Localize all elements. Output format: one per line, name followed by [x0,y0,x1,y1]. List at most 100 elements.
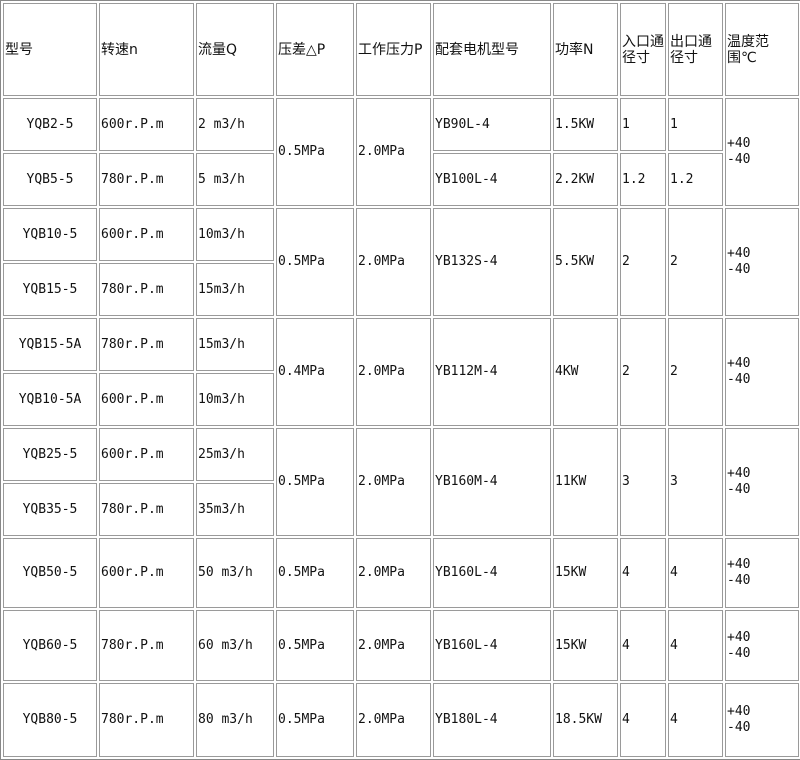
motor-model-cell: YB160L-4 [433,610,551,681]
flow-cell: 2 m3/h [196,98,274,151]
model-cell: YQB50-5 [3,538,97,608]
header-row: 型号 转速n 流量Q 压差△P 工作压力P 配套电机型号 功率N 入口通径寸 出口通径寸 温度范围… [3,3,799,96]
temp-range-cell: +40 -40 [725,208,799,316]
header-outlet-size: 出口通径寸 [668,3,723,96]
speed-cell: 600r.P.m [99,373,194,426]
table-row: YQB10-5 600r.P.m 10m3/h 0.5MPa 2.0MPa YB132S-… [3,208,799,316]
power-cell: 15KW [553,538,618,608]
model-cell: YQB25-5 [3,428,97,481]
work-pressure-cell: 2.0MPa [356,683,431,757]
pressure-diff-cell: 0.5MPa [276,610,354,681]
header-flow: 流量Q [196,3,274,96]
speed-cell: 780r.P.m [99,610,194,681]
table-row: YQB15-5A 780r.P.m 15m3/h 0.4MPa 2.0MPa YB112M… [3,318,799,426]
speed-cell: 780r.P.m [99,318,194,371]
work-pressure-cell: 2.0MPa [356,98,431,206]
header-speed: 转速n [99,3,194,96]
power-cell: 11KW [553,428,618,536]
outlet-size-cell: 4 [668,610,723,681]
speed-cell: 600r.P.m [99,98,194,151]
table-row: YQB35-5 780r.P.m 35m3/h [3,483,799,536]
outlet-size-cell: 2 [668,208,723,316]
motor-model-cell: YB160L-4 [433,538,551,608]
work-pressure-cell: 2.0MPa [356,208,431,316]
power-cell: 18.5KW [553,683,618,757]
header-temp-range: 温度范围℃ [725,3,799,96]
pressure-diff-cell: 0.5MPa [276,538,354,608]
motor-model-cell: YB90L-4 [433,98,551,151]
outlet-size-cell: 2 [668,318,723,426]
speed-cell: 780r.P.m [99,153,194,206]
header-pressure-diff: 压差△P [276,3,354,96]
outlet-size-cell: 1 [668,98,723,151]
pressure-diff-cell: 0.5MPa [276,208,354,316]
header-power: 功率N [553,3,618,96]
header-motor-model: 配套电机型号 [433,3,551,96]
flow-cell: 10m3/h [196,373,274,426]
flow-cell: 25m3/h [196,428,274,481]
motor-model-cell: YB180L-4 [433,683,551,757]
table-row: YQB60-5 780r.P.m 60 m3/h 0.5MPa 2.0MPa YB160L… [3,610,799,681]
header-work-pressure: 工作压力P [356,3,431,96]
flow-cell: 80 m3/h [196,683,274,757]
model-cell: YQB15-5A [3,318,97,371]
table-row: YQB80-5 780r.P.m 80 m3/h 0.5MPa 2.0MPa YB180L… [3,683,799,757]
temp-range-cell: +40 -40 [725,683,799,757]
table-row: YQB2-5 600r.P.m 2 m3/h 0.5MPa 2.0MPa YB90L-4 1… [3,98,799,206]
pressure-diff-cell: 0.5MPa [276,428,354,536]
speed-cell: 600r.P.m [99,428,194,481]
pressure-diff-cell: 0.4MPa [276,318,354,426]
motor-model-cell: YB132S-4 [433,208,551,316]
motor-model-cell: YB160M-4 [433,428,551,536]
table-row: YQB50-5 600r.P.m 50 m3/h 0.5MPa 2.0MPa YB160L… [3,538,799,608]
table-row: YQB5-5 780r.P.m 5 m3/h YB100L-4 2.2KW 1.2 1.2 [3,153,799,206]
speed-cell: 600r.P.m [99,208,194,261]
power-cell: 15KW [553,610,618,681]
temp-range-cell: +40 -40 [725,610,799,681]
flow-cell: 35m3/h [196,483,274,536]
inlet-size-cell: 1 [620,98,666,151]
model-cell: YQB80-5 [3,683,97,757]
flow-cell: 10m3/h [196,208,274,261]
model-cell: YQB5-5 [3,153,97,206]
outlet-size-cell: 1.2 [668,153,723,206]
work-pressure-cell: 2.0MPa [356,428,431,536]
speed-cell: 600r.P.m [99,538,194,608]
model-cell: YQB15-5 [3,263,97,316]
power-cell: 5.5KW [553,208,618,316]
inlet-size-cell: 3 [620,428,666,536]
model-cell: YQB2-5 [3,98,97,151]
speed-cell: 780r.P.m [99,483,194,536]
header-model: 型号 [3,3,97,96]
flow-cell: 50 m3/h [196,538,274,608]
power-cell: 1.5KW [553,98,618,151]
work-pressure-cell: 2.0MPa [356,318,431,426]
model-cell: YQB35-5 [3,483,97,536]
power-cell: 4KW [553,318,618,426]
model-cell: YQB10-5 [3,208,97,261]
motor-model-cell: YB112M-4 [433,318,551,426]
pressure-diff-cell: 0.5MPa [276,98,354,206]
inlet-size-cell: 1.2 [620,153,666,206]
model-cell: YQB10-5A [3,373,97,426]
speed-cell: 780r.P.m [99,263,194,316]
inlet-size-cell: 2 [620,318,666,426]
pressure-diff-cell: 0.5MPa [276,683,354,757]
model-cell: YQB60-5 [3,610,97,681]
temp-range-cell: +40 -40 [725,538,799,608]
work-pressure-cell: 2.0MPa [356,538,431,608]
outlet-size-cell: 3 [668,428,723,536]
work-pressure-cell: 2.0MPa [356,610,431,681]
motor-model-cell: YB100L-4 [433,153,551,206]
flow-cell: 60 m3/h [196,610,274,681]
temp-range-cell: +40 -40 [725,98,799,206]
temp-range-cell: +40 -40 [725,428,799,536]
table-row: YQB15-5 780r.P.m 15m3/h [3,263,799,316]
inlet-size-cell: 2 [620,208,666,316]
outlet-size-cell: 4 [668,683,723,757]
header-inlet-size: 入口通径寸 [620,3,666,96]
flow-cell: 5 m3/h [196,153,274,206]
table-row: YQB25-5 600r.P.m 25m3/h 0.5MPa 2.0MPa YB160M-… [3,428,799,536]
table-row: YQB10-5A 600r.P.m 10m3/h [3,373,799,426]
